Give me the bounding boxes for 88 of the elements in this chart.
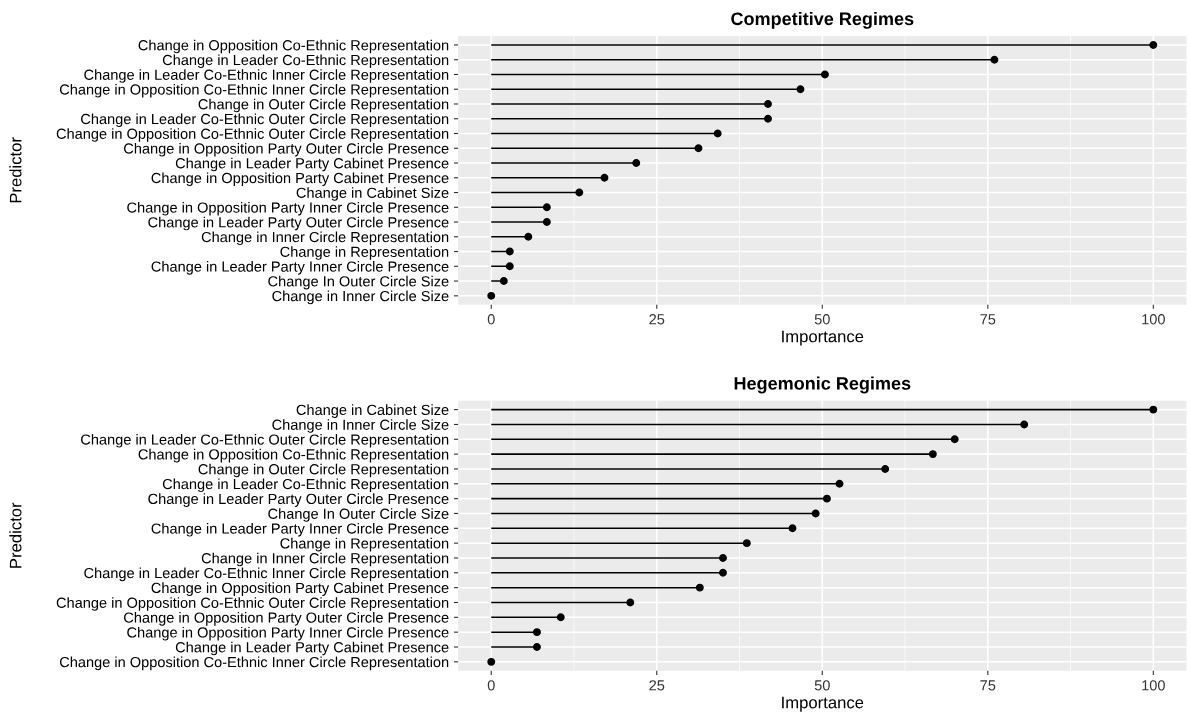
y-tick-label: Change in Leader Co-Ethnic Outer Circle Representation [81,113,449,128]
point [788,524,797,533]
y-tick-label: Change in Leader Co-Ethnic Representation [162,478,449,493]
y-tick-label: Change in Cabinet Size [296,187,449,201]
point [626,598,635,607]
y-tick-label: Change in Outer Circle Representation [198,463,449,478]
point [1149,405,1158,414]
y-tick-label: Change In Outer Circle Size [268,508,449,522]
point [990,55,999,64]
point [820,70,829,79]
point [928,450,937,459]
y-tick-label: Change in Opposition Co-Ethnic Inner Circle Representation [59,83,449,98]
x-tick-label: 100 [1142,680,1165,691]
point [835,479,844,488]
y-axis-title: Predictor [9,502,22,568]
y-tick-label: Change in Opposition Party Inner Circle Presence [127,626,449,641]
y-tick-label: Change in Opposition Co-Ethnic Inner Circle Representation [59,656,449,671]
y-tick-label: Change in Opposition Party Outer Circle Presence [124,612,449,626]
y-tick-label: Change in Opposition Co-Ethnic Outer Circle Representation [56,597,449,611]
x-tick-label: 50 [814,314,830,325]
x-tick-label: 75 [980,314,996,325]
y-tick-label: Change in Opposition Party Cabinet Presence [151,172,449,187]
point [600,173,609,182]
y-tick-label: Change in Leader Co-Ethnic Inner Circle Representation [84,567,449,582]
point [822,494,831,503]
y-tick-label: Change in Opposition Party Inner Circle Presence [127,202,449,216]
point [487,291,496,300]
y-tick-label: Change in Cabinet Size [296,404,449,418]
y-tick-label: Change In Outer Circle Size [268,275,449,290]
y-tick-label: Change in Leader Party Cabinet Presence [175,641,449,656]
point [575,188,584,197]
point [796,85,805,94]
point [1020,420,1029,429]
y-tick-label: Change in Opposition Co-Ethnic Representation [138,39,449,54]
y-tick-label: Change in Leader Co-Ethnic Representation [162,54,449,69]
point [742,539,751,548]
point [542,218,551,226]
point [542,203,551,212]
y-tick-label: Change in Inner Circle Size [272,419,449,433]
x-tick-label: 0 [487,314,495,325]
point [532,643,541,651]
x-tick-label: 75 [980,680,996,691]
chart-title: Competitive Regimes [731,11,914,29]
point [950,435,959,444]
point [505,247,514,256]
point [1149,41,1158,49]
y-tick-label: Change in Leader Party Cabinet Presence [175,157,449,172]
y-tick-label: Change in Outer Circle Representation [198,98,449,113]
y-tick-label: Change in Opposition Party Cabinet Presence [151,582,449,596]
chart-title: Hegemonic Regimes [734,376,911,394]
y-tick-label: Change in Leader Co-Ethnic Inner Circle Representation [84,69,449,83]
point [764,114,772,123]
point [719,568,727,577]
point [556,613,565,622]
x-axis-title: Importance [782,696,864,712]
point [632,159,641,167]
y-tick-label: Change in Leader Party Outer Circle Presence [148,493,449,507]
y-tick-label: Change in Inner Circle Representation [201,231,449,246]
y-tick-label: Change in Opposition Co-Ethnic Representation [138,448,449,463]
y-tick-label: Change in Representation [280,537,449,552]
point [764,100,772,108]
point [695,583,704,592]
point [811,509,820,518]
y-tick-label: Change in Leader Party Inner Circle Presence [151,261,449,275]
point [499,277,508,286]
y-tick-label: Change in Inner Circle Size [272,290,449,305]
y-axis-title: Predictor [9,137,22,203]
point [713,129,722,138]
y-tick-label: Change in Inner Circle Representation [201,552,449,567]
x-tick-label: 50 [814,680,830,691]
y-tick-label: Change in Leader Co-Ethnic Outer Circle Representation [81,434,449,448]
point [532,628,541,637]
x-axis-title: Importance [782,330,864,346]
x-tick-label: 25 [649,314,665,325]
x-tick-label: 100 [1142,314,1165,325]
point [719,554,727,562]
x-tick-label: 25 [649,680,665,691]
point [487,657,496,666]
point [881,465,890,473]
y-tick-label: Change in Opposition Party Outer Circle Presence [124,142,449,157]
y-tick-label: Change in Leader Party Inner Circle Presence [151,523,449,537]
x-tick-label: 0 [487,680,495,691]
point [505,262,514,271]
point [524,232,533,241]
y-tick-label: Change in Leader Party Outer Circle Presence [148,216,449,231]
y-tick-label: Change in Representation [280,246,449,260]
point [694,144,703,153]
y-tick-label: Change in Opposition Co-Ethnic Outer Circle Representation [56,128,449,142]
